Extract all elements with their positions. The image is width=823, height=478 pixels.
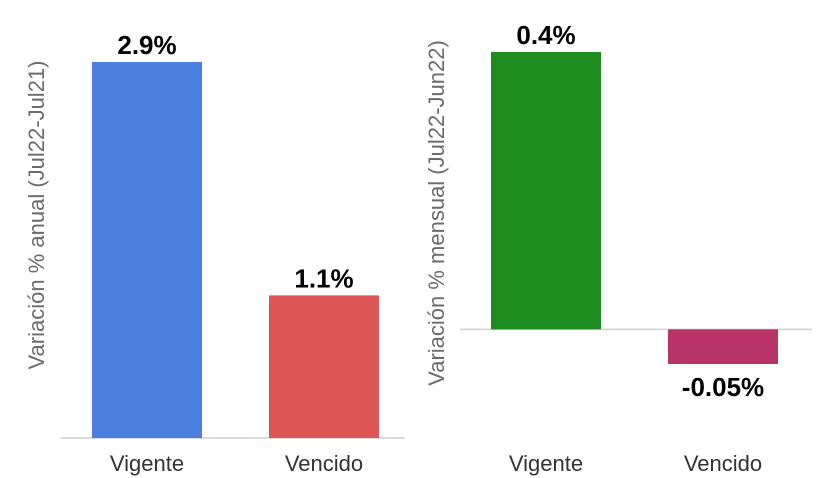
bar-vencido: [668, 329, 778, 364]
data-label: -0.05%: [682, 372, 764, 402]
data-label: 2.9%: [117, 30, 176, 60]
data-label: 0.4%: [516, 20, 575, 50]
x-tick-label: Vigente: [509, 451, 583, 476]
x-tick-label: Vencido: [684, 451, 762, 476]
y-axis-label: Variación % anual (Jul22-Jul21): [24, 61, 49, 370]
bar-vigente: [92, 62, 202, 438]
y-axis-label: Variación % mensual (Jul22-Jun22): [424, 40, 449, 386]
data-label: 1.1%: [294, 263, 353, 293]
x-tick-label: Vigente: [110, 451, 184, 476]
x-tick-label: Vencido: [285, 451, 363, 476]
bar-vencido: [269, 295, 379, 438]
bar-vigente: [491, 52, 601, 330]
